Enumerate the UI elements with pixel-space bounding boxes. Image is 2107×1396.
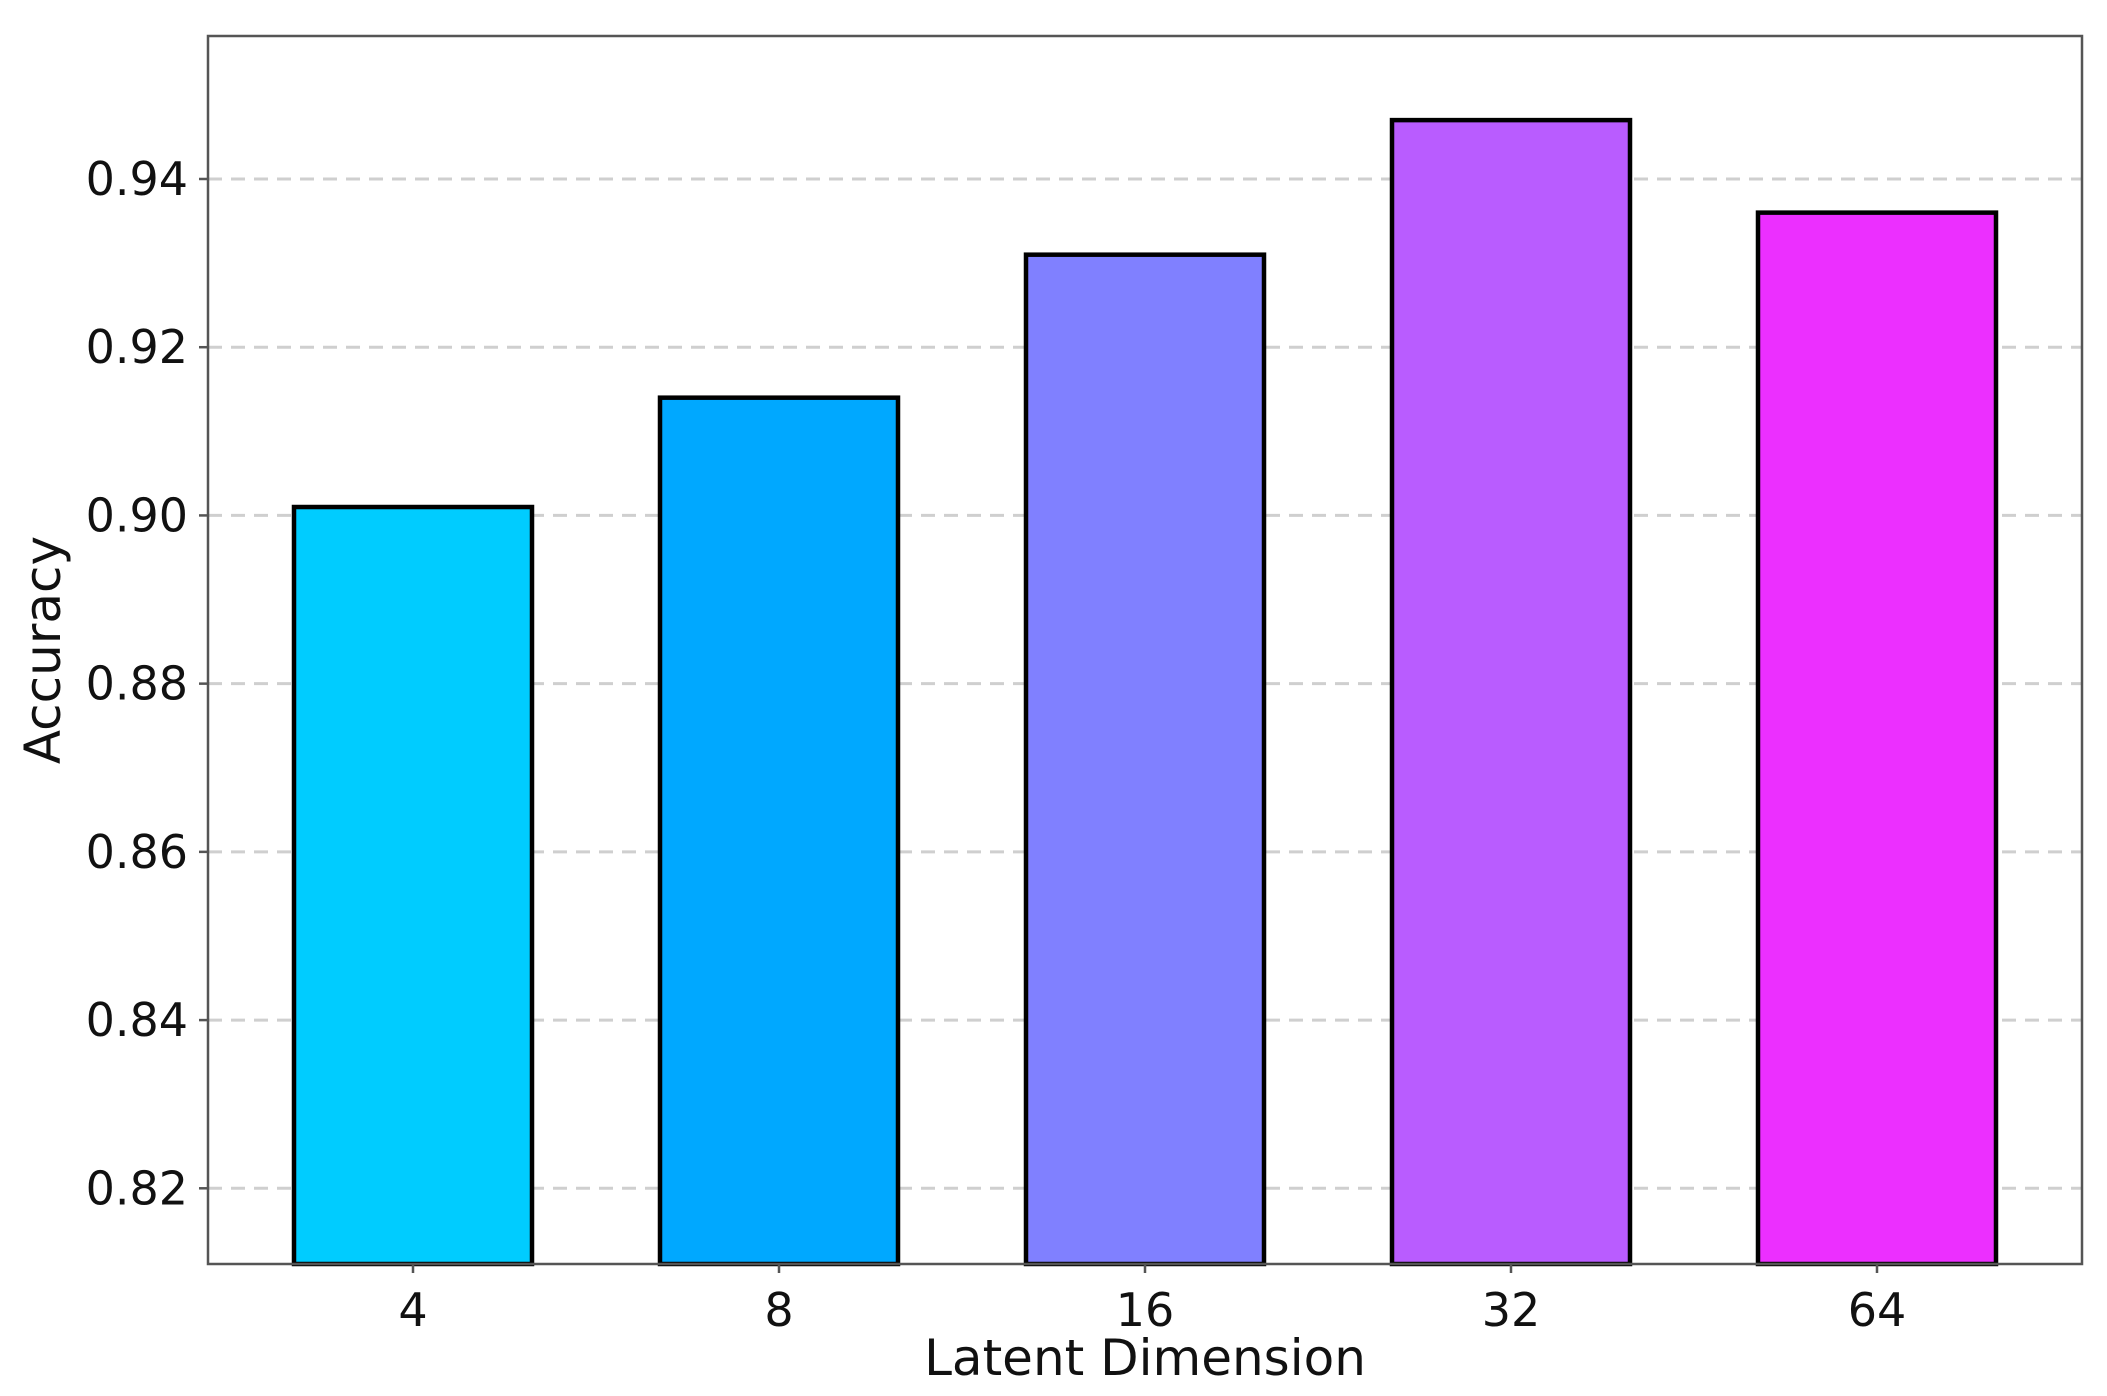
y-axis-label: Accuracy: [14, 536, 72, 764]
x-axis-ticks: 4 8 16 32 64: [398, 1264, 1906, 1337]
bar-16: [1023, 252, 1267, 1267]
y-tick-label: 0.94: [86, 152, 188, 206]
y-tick-label: 0.84: [86, 993, 188, 1047]
y-axis-ticks: 0.82 0.84 0.86 0.88 0.90 0.92 0.94: [86, 152, 208, 1215]
y-tick-label: 0.90: [86, 488, 188, 542]
x-tick-label: 64: [1848, 1283, 1907, 1337]
x-axis-label: Latent Dimension: [924, 1329, 1366, 1387]
bar-32: [1389, 117, 1633, 1267]
y-tick-label: 0.88: [86, 657, 188, 711]
y-tick-label: 0.92: [86, 320, 188, 374]
bars: [291, 117, 1999, 1267]
y-tick-label: 0.82: [86, 1161, 188, 1215]
x-tick-label: 4: [398, 1283, 427, 1337]
y-tick-label: 0.86: [86, 825, 188, 879]
bar-8: [657, 395, 901, 1267]
x-tick-label: 32: [1482, 1283, 1541, 1337]
bar-4: [291, 504, 535, 1267]
x-tick-label: 16: [1116, 1283, 1175, 1337]
x-tick-label: 8: [764, 1283, 793, 1337]
bar-64: [1755, 210, 1999, 1267]
